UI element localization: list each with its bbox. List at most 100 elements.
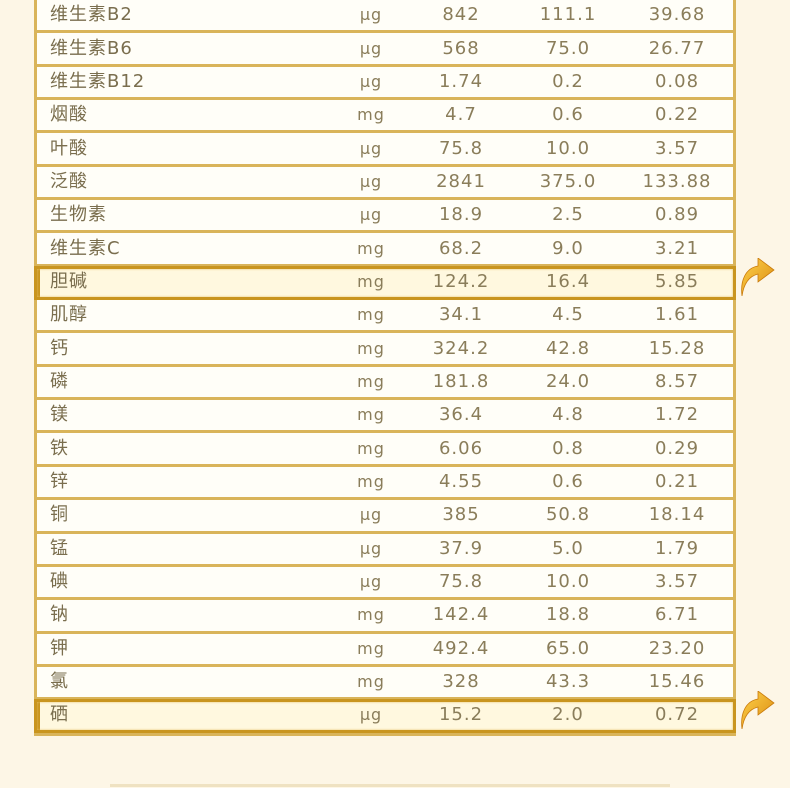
value-per-100g: 181.8	[407, 366, 515, 398]
value-per-100g: 385	[407, 500, 515, 531]
nutrient-unit: mg	[335, 633, 407, 664]
value-per-100kj: 1.61	[621, 300, 733, 331]
value-per-100ml: 43.3	[515, 666, 621, 698]
value-per-100g: 18.9	[407, 200, 515, 231]
value-per-100kj: 18.14	[621, 500, 733, 531]
nutrition-table-grid: 维生素B2 μg 842 111.1 39.68 维生素B6 μg 568 75.0 26.77 维…	[37, 0, 733, 734]
nutrient-unit: μg	[335, 133, 407, 164]
value-per-100g: 2841	[407, 166, 515, 198]
value-per-100ml: 10.0	[515, 133, 621, 164]
nutrient-name: 维生素B2	[37, 0, 335, 31]
table-row: 维生素C mg 68.2 9.0 3.21	[37, 233, 733, 264]
value-per-100ml: 4.5	[515, 300, 621, 331]
value-per-100g: 1.74	[407, 66, 515, 98]
table-row: 肌醇 mg 34.1 4.5 1.61	[37, 300, 733, 331]
up-arrow-icon	[738, 690, 776, 731]
nutrition-table-body: 维生素B2 μg 842 111.1 39.68 维生素B6 μg 568 75.0 26.77 维…	[37, 0, 733, 731]
value-per-100kj: 0.89	[621, 200, 733, 231]
nutrient-name: 铜	[37, 500, 335, 531]
table-row: 钠 mg 142.4 18.8 6.71	[37, 600, 733, 631]
value-per-100g: 568	[407, 33, 515, 64]
value-per-100ml: 10.0	[515, 566, 621, 598]
value-per-100ml: 0.2	[515, 66, 621, 98]
nutrient-name: 磷	[37, 366, 335, 398]
nutrient-name: 维生素C	[37, 233, 335, 264]
nutrient-name: 锰	[37, 533, 335, 564]
nutrient-name: 碘	[37, 566, 335, 598]
nutrient-unit: μg	[335, 500, 407, 531]
value-per-100kj: 0.72	[621, 700, 733, 731]
value-per-100g: 492.4	[407, 633, 515, 664]
value-per-100kj: 23.20	[621, 633, 733, 664]
value-per-100ml: 0.6	[515, 466, 621, 498]
value-per-100ml: 2.5	[515, 200, 621, 231]
value-per-100kj: 5.85	[621, 266, 733, 298]
value-per-100kj: 6.71	[621, 600, 733, 631]
nutrient-name: 烟酸	[37, 100, 335, 131]
nutrient-name: 氯	[37, 666, 335, 698]
value-per-100g: 75.8	[407, 133, 515, 164]
value-per-100kj: 8.57	[621, 366, 733, 398]
value-per-100ml: 65.0	[515, 633, 621, 664]
table-row: 烟酸 mg 4.7 0.6 0.22	[37, 100, 733, 131]
nutrient-unit: mg	[335, 466, 407, 498]
nutrient-unit: mg	[335, 400, 407, 431]
table-row: 铁 mg 6.06 0.8 0.29	[37, 433, 733, 464]
value-per-100ml: 42.8	[515, 333, 621, 364]
value-per-100g: 37.9	[407, 533, 515, 564]
table-row: 钾 mg 492.4 65.0 23.20	[37, 633, 733, 664]
nutrition-table: 维生素B2 μg 842 111.1 39.68 维生素B6 μg 568 75.0 26.77 维…	[34, 0, 736, 736]
value-per-100g: 842	[407, 0, 515, 31]
table-row: 硒 μg 15.2 2.0 0.72	[37, 700, 733, 731]
value-per-100ml: 0.8	[515, 433, 621, 464]
value-per-100g: 34.1	[407, 300, 515, 331]
nutrient-unit: μg	[335, 166, 407, 198]
nutrient-unit: mg	[335, 600, 407, 631]
value-per-100ml: 111.1	[515, 0, 621, 31]
value-per-100kj: 3.57	[621, 566, 733, 598]
nutrient-name: 锌	[37, 466, 335, 498]
table-row: 胆碱 mg 124.2 16.4 5.85	[37, 266, 733, 298]
nutrient-unit: μg	[335, 533, 407, 564]
nutrient-name: 生物素	[37, 200, 335, 231]
nutrient-name: 叶酸	[37, 133, 335, 164]
nutrient-name: 肌醇	[37, 300, 335, 331]
table-row: 锰 μg 37.9 5.0 1.79	[37, 533, 733, 564]
value-per-100ml: 2.0	[515, 700, 621, 731]
nutrient-unit: mg	[335, 333, 407, 364]
value-per-100kj: 1.79	[621, 533, 733, 564]
table-row: 维生素B2 μg 842 111.1 39.68	[37, 0, 733, 31]
value-per-100ml: 16.4	[515, 266, 621, 298]
value-per-100ml: 75.0	[515, 33, 621, 64]
value-per-100kj: 3.21	[621, 233, 733, 264]
table-row: 泛酸 μg 2841 375.0 133.88	[37, 166, 733, 198]
nutrient-unit: μg	[335, 33, 407, 64]
value-per-100kj: 0.22	[621, 100, 733, 131]
bottom-divider	[110, 784, 670, 787]
table-row: 氯 mg 328 43.3 15.46	[37, 666, 733, 698]
nutrient-name: 钠	[37, 600, 335, 631]
table-row: 生物素 μg 18.9 2.5 0.89	[37, 200, 733, 231]
value-per-100kj: 133.88	[621, 166, 733, 198]
value-per-100ml: 24.0	[515, 366, 621, 398]
nutrient-name: 铁	[37, 433, 335, 464]
table-row: 铜 μg 385 50.8 18.14	[37, 500, 733, 531]
value-per-100g: 124.2	[407, 266, 515, 298]
nutrient-name: 钾	[37, 633, 335, 664]
nutrient-name: 钙	[37, 333, 335, 364]
table-row: 磷 mg 181.8 24.0 8.57	[37, 366, 733, 398]
value-per-100g: 75.8	[407, 566, 515, 598]
nutrient-name: 胆碱	[37, 266, 335, 298]
value-per-100g: 324.2	[407, 333, 515, 364]
value-per-100g: 4.7	[407, 100, 515, 131]
table-row: 镁 mg 36.4 4.8 1.72	[37, 400, 733, 431]
value-per-100kj: 15.28	[621, 333, 733, 364]
nutrient-unit: μg	[335, 66, 407, 98]
nutrient-unit: μg	[335, 566, 407, 598]
value-per-100kj: 1.72	[621, 400, 733, 431]
nutrient-unit: mg	[335, 233, 407, 264]
nutrient-unit: mg	[335, 266, 407, 298]
value-per-100kj: 26.77	[621, 33, 733, 64]
nutrient-unit: μg	[335, 200, 407, 231]
value-per-100kj: 39.68	[621, 0, 733, 31]
